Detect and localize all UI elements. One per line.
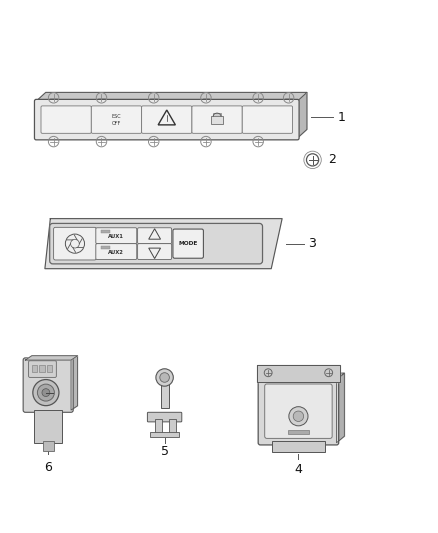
FancyBboxPatch shape bbox=[96, 244, 137, 260]
Bar bbox=[32, 365, 37, 372]
Text: OFF: OFF bbox=[112, 121, 121, 126]
Text: 6: 6 bbox=[44, 461, 52, 474]
Bar bbox=[272, 441, 325, 453]
FancyBboxPatch shape bbox=[173, 229, 203, 258]
Text: AUX1: AUX1 bbox=[108, 235, 124, 239]
Bar bbox=[39, 365, 45, 372]
FancyBboxPatch shape bbox=[192, 106, 242, 133]
Text: AUX2: AUX2 bbox=[108, 250, 124, 255]
Bar bbox=[101, 246, 110, 249]
Text: 1: 1 bbox=[337, 110, 345, 124]
Circle shape bbox=[37, 384, 54, 401]
Bar bbox=[161, 382, 169, 408]
Bar bbox=[213, 113, 221, 116]
FancyBboxPatch shape bbox=[28, 361, 57, 377]
FancyBboxPatch shape bbox=[138, 228, 172, 244]
FancyBboxPatch shape bbox=[91, 106, 141, 133]
Polygon shape bbox=[36, 92, 307, 101]
FancyBboxPatch shape bbox=[265, 384, 332, 439]
Circle shape bbox=[42, 389, 50, 397]
Bar bbox=[150, 432, 179, 437]
Text: ESC: ESC bbox=[112, 114, 121, 119]
Text: 4: 4 bbox=[294, 463, 302, 476]
FancyBboxPatch shape bbox=[141, 106, 192, 133]
Bar bbox=[211, 116, 223, 124]
FancyBboxPatch shape bbox=[242, 106, 293, 133]
Text: 3: 3 bbox=[308, 237, 316, 250]
Polygon shape bbox=[260, 373, 344, 379]
Circle shape bbox=[289, 407, 308, 426]
Text: MODE: MODE bbox=[178, 241, 198, 246]
Bar bbox=[42, 441, 54, 451]
Bar bbox=[155, 419, 162, 434]
Circle shape bbox=[293, 411, 304, 422]
Bar bbox=[288, 430, 309, 434]
FancyBboxPatch shape bbox=[96, 228, 137, 244]
Polygon shape bbox=[25, 356, 78, 360]
Polygon shape bbox=[268, 373, 344, 436]
FancyBboxPatch shape bbox=[148, 413, 182, 422]
FancyBboxPatch shape bbox=[138, 244, 172, 260]
Circle shape bbox=[160, 373, 170, 382]
Polygon shape bbox=[336, 373, 344, 443]
Polygon shape bbox=[45, 219, 282, 269]
Polygon shape bbox=[257, 365, 340, 382]
Text: 2: 2 bbox=[328, 154, 336, 166]
Polygon shape bbox=[71, 356, 78, 410]
Circle shape bbox=[33, 379, 59, 406]
Text: 5: 5 bbox=[161, 445, 169, 458]
Bar bbox=[101, 230, 110, 233]
Bar bbox=[35, 410, 62, 443]
FancyBboxPatch shape bbox=[41, 106, 91, 133]
FancyBboxPatch shape bbox=[258, 377, 339, 445]
FancyBboxPatch shape bbox=[35, 99, 299, 140]
Circle shape bbox=[156, 369, 173, 386]
Polygon shape bbox=[297, 92, 307, 138]
FancyBboxPatch shape bbox=[23, 358, 73, 413]
FancyBboxPatch shape bbox=[49, 223, 262, 264]
Bar bbox=[170, 419, 177, 434]
Bar bbox=[47, 365, 52, 372]
FancyBboxPatch shape bbox=[53, 228, 96, 260]
